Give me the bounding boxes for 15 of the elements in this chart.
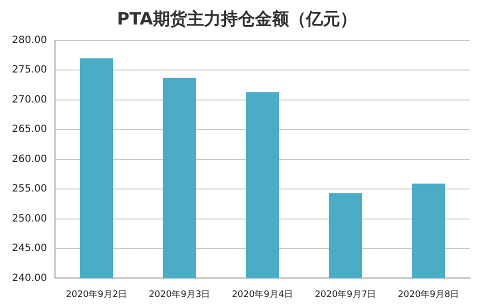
y-tick-label: 260.00 bbox=[12, 154, 47, 165]
y-tick-label: 245.00 bbox=[12, 243, 47, 254]
x-tick-label: 2020年9月7日 bbox=[314, 288, 376, 300]
x-tick-label: 2020年9月2日 bbox=[66, 288, 128, 300]
x-tick-label: 2020年9月4日 bbox=[232, 288, 294, 300]
y-tick-label: 275.00 bbox=[12, 64, 47, 76]
x-tick-label: 2020年9月3日 bbox=[148, 288, 210, 300]
y-tick-label: 270.00 bbox=[12, 94, 47, 106]
y-tick-label: 280.00 bbox=[12, 34, 47, 46]
y-tick-label: 240.00 bbox=[12, 272, 47, 284]
y-tick-label: 255.00 bbox=[12, 184, 47, 195]
chart-title: PTA期货主力持仓金额（亿元） bbox=[117, 10, 357, 30]
y-tick-label: 265.00 bbox=[12, 124, 47, 136]
x-tick-label: 2020年9月8日 bbox=[398, 288, 460, 300]
y-tick-label: 250.00 bbox=[12, 213, 47, 224]
